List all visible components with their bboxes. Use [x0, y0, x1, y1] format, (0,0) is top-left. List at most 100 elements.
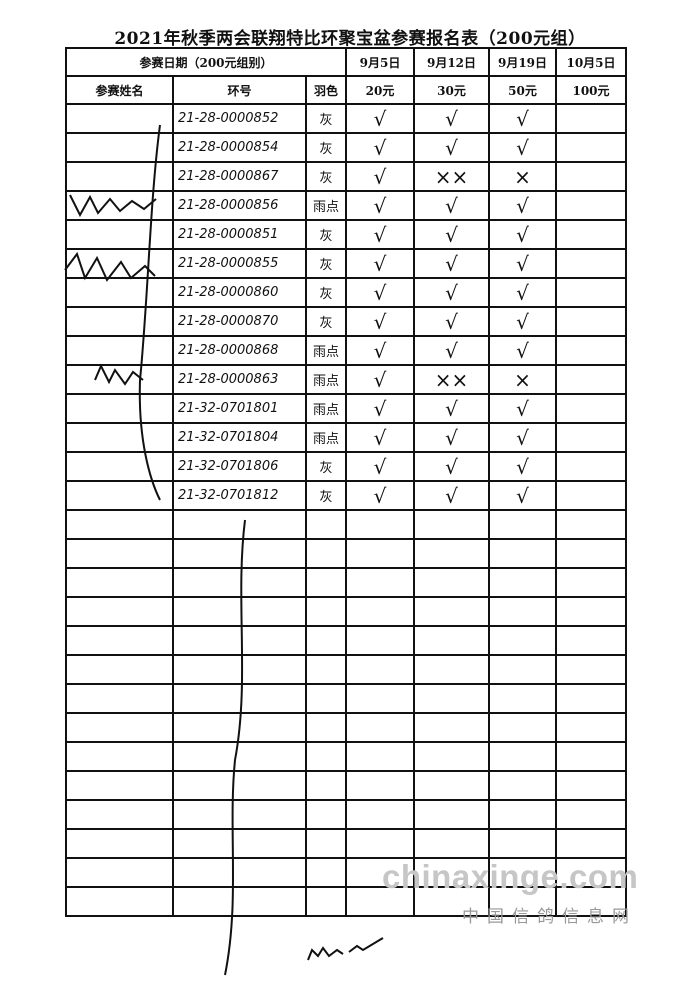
blank-cell — [555, 683, 627, 714]
blank-cell — [65, 654, 174, 685]
blank-row — [65, 741, 627, 772]
blank-cell — [305, 567, 347, 598]
race-mark-cell: √ — [413, 393, 490, 424]
race-mark-cell — [555, 132, 627, 163]
race-mark-cell — [555, 190, 627, 221]
blank-cell — [305, 538, 347, 569]
fee-1: 20元 — [345, 75, 415, 105]
race-mark-cell: √ — [488, 335, 557, 366]
blank-cell — [65, 799, 174, 830]
table-row: 21-28-0000868 雨点 √ √ √ — [65, 335, 627, 366]
race-mark-cell: √ — [413, 451, 490, 482]
fee-3: 50元 — [488, 75, 557, 105]
blank-cell — [488, 741, 557, 772]
blank-cell — [555, 828, 627, 859]
race-mark-cell: √ — [488, 132, 557, 163]
race-mark-cell: √ — [413, 480, 490, 511]
blank-cell — [488, 712, 557, 743]
blank-cell — [413, 654, 490, 685]
blank-cell — [305, 654, 347, 685]
participant-name-cell — [65, 393, 174, 424]
blank-row — [65, 828, 627, 859]
race-mark-cell: √ — [413, 422, 490, 453]
blank-cell — [413, 509, 490, 540]
feather-color-cell: 雨点 — [305, 335, 347, 366]
race-mark-cell: √ — [345, 364, 415, 395]
date-1: 9月5日 — [345, 47, 415, 77]
race-mark-cell — [555, 219, 627, 250]
blank-cell — [65, 857, 174, 888]
table-row: 21-32-0701812 灰 √ √ √ — [65, 480, 627, 511]
ring-number-cell: 21-32-0701804 — [172, 422, 307, 453]
blank-cell — [65, 567, 174, 598]
ring-number-cell: 21-28-0000852 — [172, 103, 307, 134]
race-mark-cell — [555, 451, 627, 482]
blank-cell — [555, 770, 627, 801]
race-mark-cell: √ — [345, 451, 415, 482]
feather-color-cell: 雨点 — [305, 190, 347, 221]
blank-cell — [488, 654, 557, 685]
blank-cell — [345, 770, 415, 801]
blank-cell — [172, 857, 307, 888]
ring-number-cell: 21-28-0000855 — [172, 248, 307, 279]
blank-cell — [555, 567, 627, 598]
race-mark-cell: √ — [345, 132, 415, 163]
blank-cell — [305, 741, 347, 772]
blank-cell — [345, 654, 415, 685]
fee-4: 100元 — [555, 75, 627, 105]
blank-cell — [305, 799, 347, 830]
race-mark-cell: √ — [413, 335, 490, 366]
blank-cell — [172, 712, 307, 743]
race-mark-cell: ×× — [413, 364, 490, 395]
ring-number-cell: 21-32-0701806 — [172, 451, 307, 482]
blank-row — [65, 625, 627, 656]
fee-2: 30元 — [413, 75, 490, 105]
date-4: 10月5日 — [555, 47, 627, 77]
blank-row — [65, 654, 627, 685]
blank-cell — [345, 741, 415, 772]
ring-header: 环号 — [172, 75, 307, 105]
race-mark-cell: √ — [488, 219, 557, 250]
race-mark-cell: √ — [488, 190, 557, 221]
race-mark-cell: √ — [413, 190, 490, 221]
blank-cell — [172, 799, 307, 830]
blank-cell — [488, 828, 557, 859]
blank-cell — [172, 741, 307, 772]
feather-color-cell: 灰 — [305, 277, 347, 308]
ring-number-cell: 21-28-0000863 — [172, 364, 307, 395]
blank-cell — [172, 596, 307, 627]
race-mark-cell: √ — [345, 219, 415, 250]
blank-cell — [413, 770, 490, 801]
ring-number-cell: 21-28-0000856 — [172, 190, 307, 221]
blank-cell — [345, 712, 415, 743]
date-header-row: 参赛日期（200元组别） 9月5日 9月12日 9月19日 10月5日 — [65, 47, 627, 77]
blank-cell — [172, 886, 307, 917]
race-mark-cell: √ — [413, 306, 490, 337]
participant-name-cell — [65, 451, 174, 482]
blank-cell — [65, 596, 174, 627]
feather-color-cell: 雨点 — [305, 422, 347, 453]
participant-name-cell — [65, 248, 174, 279]
date-2: 9月12日 — [413, 47, 490, 77]
blank-row — [65, 712, 627, 743]
race-mark-cell: √ — [345, 190, 415, 221]
blank-cell — [65, 625, 174, 656]
feather-color-cell: 灰 — [305, 103, 347, 134]
blank-cell — [413, 567, 490, 598]
watermark-site: chinaxinge.com — [382, 858, 639, 895]
table-row: 21-28-0000852 灰 √ √ √ — [65, 103, 627, 134]
participant-name-cell — [65, 277, 174, 308]
blank-cell — [413, 683, 490, 714]
registration-table: 参赛日期（200元组别） 9月5日 9月12日 9月19日 10月5日 参赛姓名… — [65, 47, 627, 917]
form-title: 2021年秋季两会联翔特比环聚宝盆参赛报名表（200元组） — [114, 29, 586, 49]
blank-cell — [413, 712, 490, 743]
blank-row — [65, 770, 627, 801]
feather-color-cell: 灰 — [305, 248, 347, 279]
blank-cell — [488, 770, 557, 801]
blank-cell — [488, 509, 557, 540]
participant-name-cell — [65, 422, 174, 453]
blank-cell — [305, 596, 347, 627]
blank-cell — [65, 683, 174, 714]
race-mark-cell — [555, 364, 627, 395]
